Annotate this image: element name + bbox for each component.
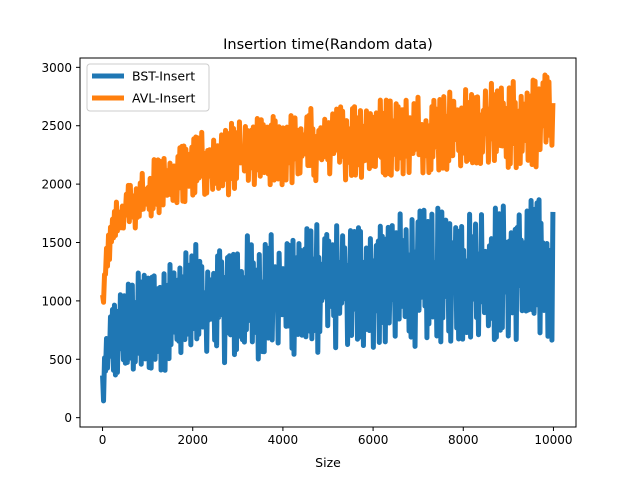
y-tick-label: 500 bbox=[49, 353, 72, 367]
y-tick-label: 3000 bbox=[41, 61, 72, 75]
chart-title: Insertion time(Random data) bbox=[223, 37, 433, 53]
x-tick-label: 2000 bbox=[177, 433, 208, 447]
x-tick-label: 0 bbox=[99, 433, 107, 447]
y-axis: 0 500 1000 1500 2000 2500 3000 bbox=[41, 61, 80, 425]
series-layer bbox=[100, 72, 556, 404]
y-tick-label: 1000 bbox=[41, 294, 72, 308]
legend-label-bst: BST-Insert bbox=[132, 69, 195, 84]
series-line-avl bbox=[100, 72, 556, 305]
x-axis-label: Size bbox=[315, 455, 341, 470]
y-tick-label: 1500 bbox=[41, 236, 72, 250]
y-tick-label: 0 bbox=[64, 411, 72, 425]
x-tick-label: 6000 bbox=[358, 433, 389, 447]
x-axis: 0 2000 4000 6000 8000 10000 bbox=[99, 427, 573, 447]
legend-label-avl: AVL-Insert bbox=[132, 91, 196, 106]
series-line-bst bbox=[100, 197, 556, 404]
y-tick-label: 2000 bbox=[41, 178, 72, 192]
x-tick-label: 8000 bbox=[448, 433, 479, 447]
legend: BST-Insert AVL-Insert bbox=[86, 63, 210, 112]
y-tick-label: 2500 bbox=[41, 119, 72, 133]
x-tick-label: 10000 bbox=[534, 433, 572, 447]
x-tick-label: 4000 bbox=[268, 433, 299, 447]
